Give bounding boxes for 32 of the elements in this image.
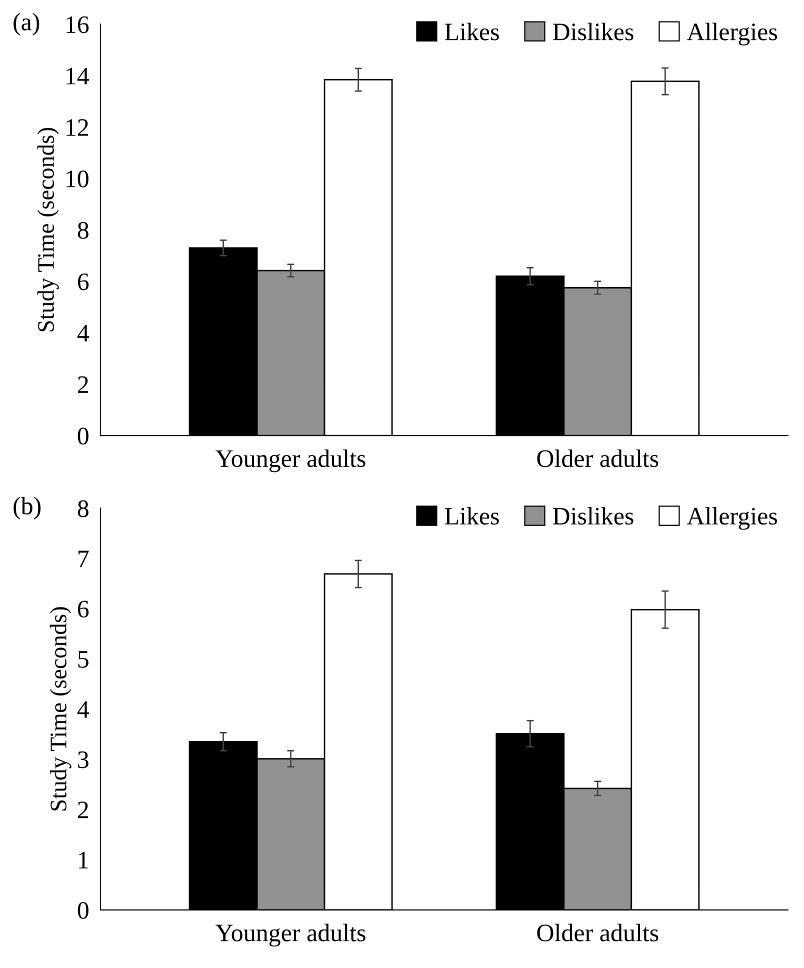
y-tick-label: 3 — [78, 751, 88, 768]
legend-label: Likes — [444, 22, 499, 40]
y-axis-title: Study Time (seconds) — [50, 607, 72, 810]
y-tick-label: 6 — [78, 273, 89, 290]
y-tick-label: 0 — [78, 902, 88, 919]
legend-label: Allergies — [686, 22, 778, 46]
x-tick-label: Older adults — [537, 449, 658, 468]
y-tick-label: 16 — [66, 16, 89, 34]
y-tick-label: 1 — [79, 852, 88, 868]
y-tick-label: 6 — [78, 600, 89, 618]
y-tick-label: 14 — [66, 68, 89, 84]
y-tick-label: 8 — [78, 222, 88, 239]
x-tick-label: Younger adults — [216, 924, 366, 947]
y-tick-label: 0 — [78, 428, 88, 445]
legend-label: Dislikes — [552, 22, 634, 40]
y-tick-label: 7 — [78, 550, 89, 568]
y-tick-label: 4 — [77, 701, 89, 718]
x-tick-label: Older adults — [537, 924, 658, 942]
y-tick-label: 8 — [78, 500, 88, 518]
chart-title: (b) — [14, 496, 41, 520]
legend-label: Likes — [444, 507, 499, 525]
x-tick-label: Younger adults — [216, 449, 366, 472]
legend-label: Allergies — [686, 507, 778, 530]
y-tick-label: 10 — [66, 170, 88, 188]
y-tick-label: 12 — [66, 119, 88, 136]
y-tick-label: 2 — [78, 802, 88, 818]
chart-title: (a) — [14, 12, 40, 36]
legend-label: Dislikes — [552, 507, 634, 525]
y-tick-label: 2 — [78, 376, 88, 393]
y-tick-label: 5 — [78, 651, 88, 668]
y-tick-label: 4 — [77, 324, 89, 342]
y-axis-title: Study Time (seconds) — [37, 128, 59, 332]
